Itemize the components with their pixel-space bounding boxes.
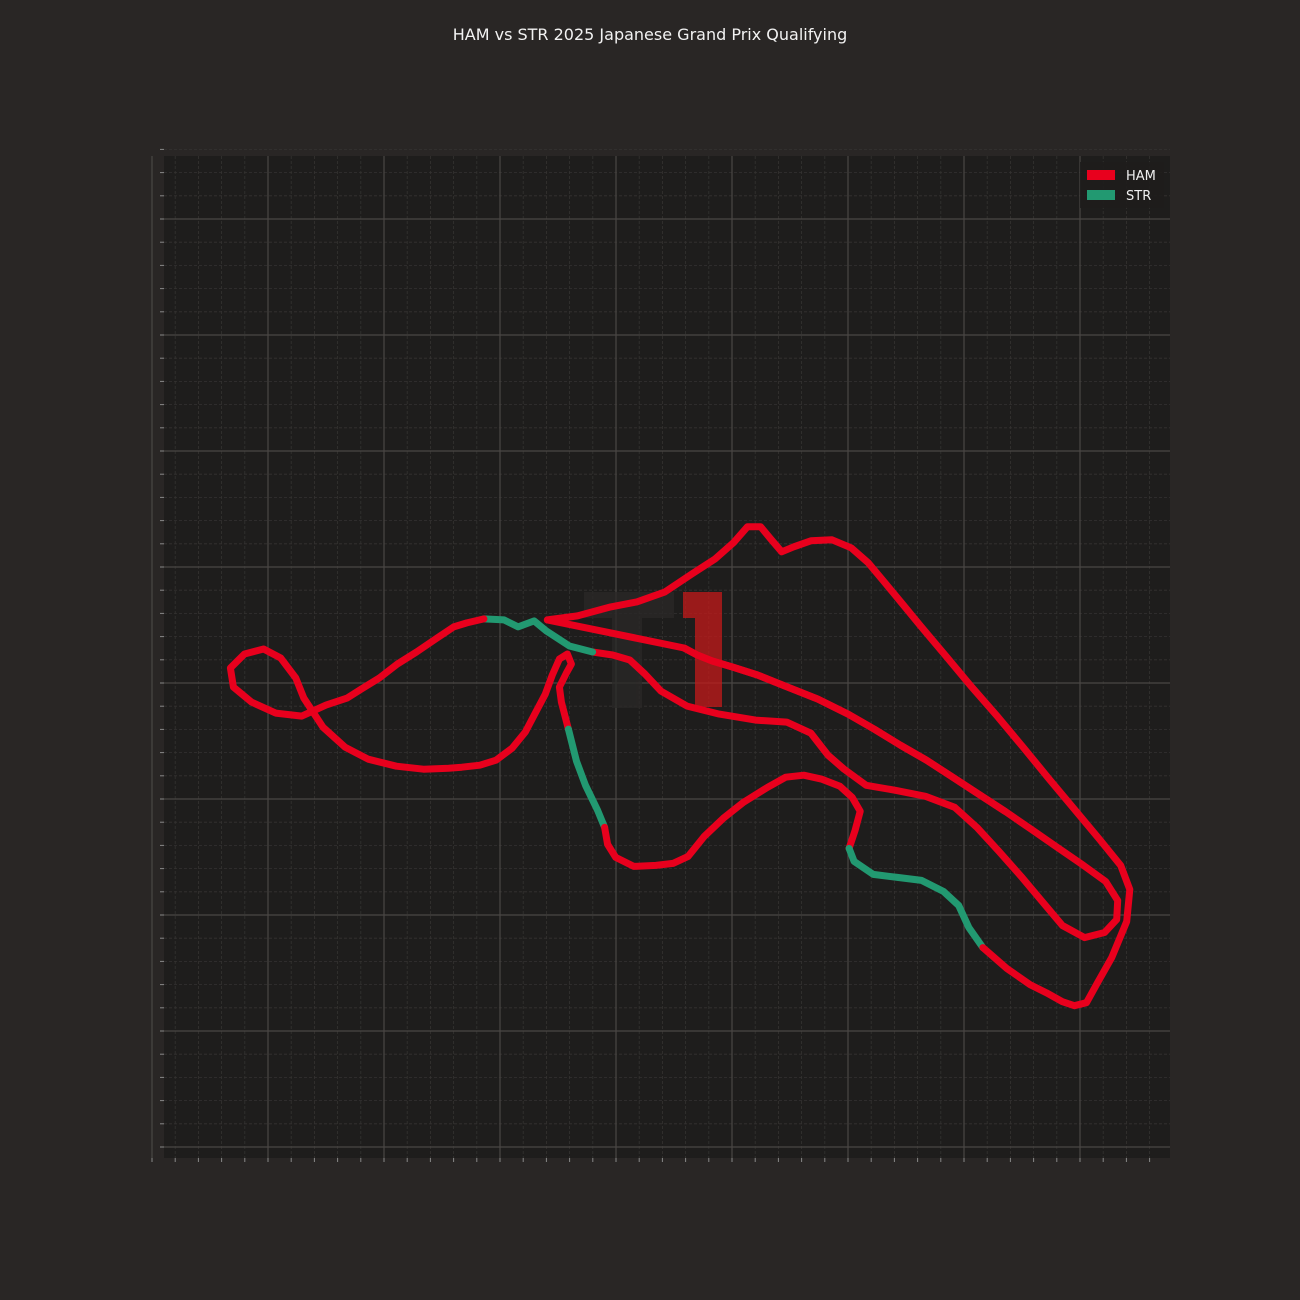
track-line — [226, 523, 1134, 1010]
track-segment-ham — [543, 523, 1134, 1010]
chart-title: HAM vs STR 2025 Japanese Grand Prix Qual… — [453, 25, 848, 44]
track-segment-str — [480, 615, 597, 656]
track-segment-str — [845, 844, 987, 952]
major-grid — [151, 156, 1170, 1158]
legend-label-str: STR — [1126, 189, 1151, 204]
legend-label-ham: HAM — [1126, 169, 1156, 184]
legend-swatch-ham — [1087, 170, 1115, 180]
track-segment-ham — [601, 771, 864, 870]
track-segment-str — [564, 725, 609, 831]
legend: HAM STR — [1080, 162, 1164, 208]
track-segment-ham — [226, 615, 575, 773]
minor-grid — [164, 148, 1170, 1158]
legend-swatch-str — [1087, 190, 1115, 200]
axis-ticks — [151, 148, 1151, 1162]
plot-area — [164, 156, 1170, 1158]
